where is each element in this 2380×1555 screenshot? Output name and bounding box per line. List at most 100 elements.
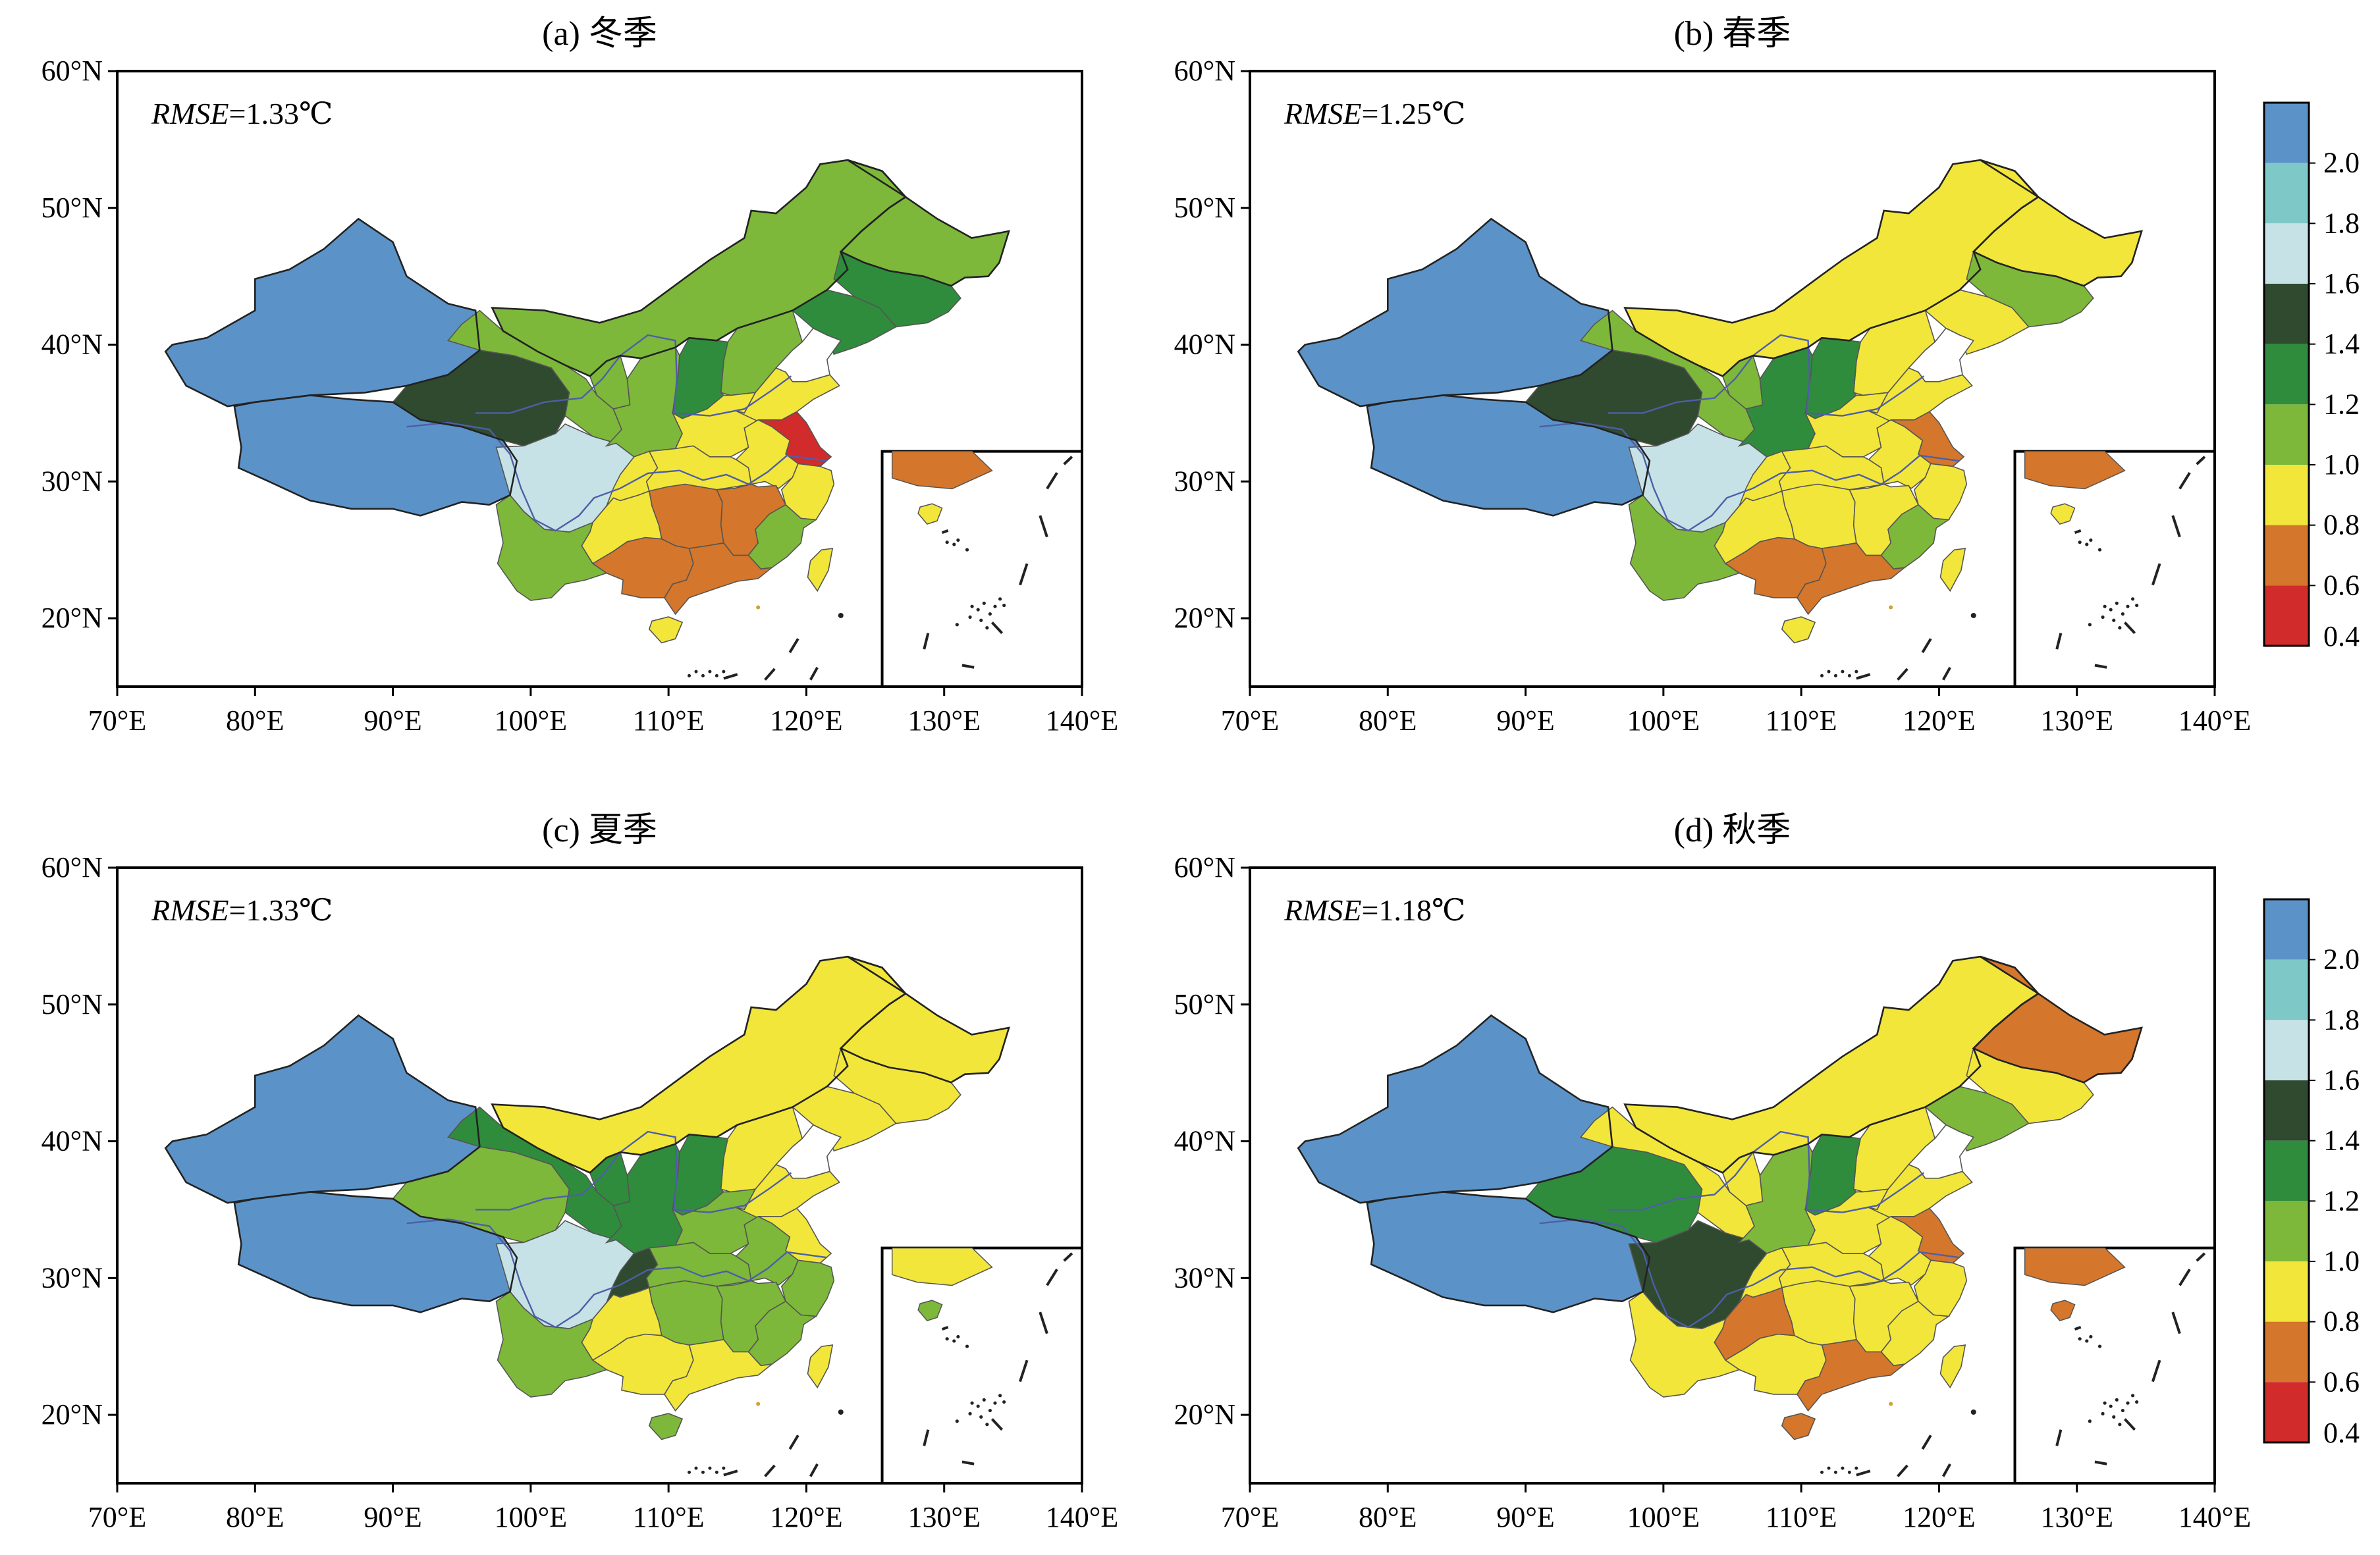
region-yunnan — [495, 494, 608, 601]
inset-island-dot — [2109, 1404, 2113, 1408]
region-hainan — [1781, 616, 1816, 644]
inset-mainland — [891, 1247, 993, 1286]
map-panel-b: 20°N 30°N 40°N 50°N 60°N 70°E 80°E 90°E 100°E 110… — [1174, 15, 2252, 737]
inset-island-dot — [970, 604, 974, 608]
colorbar-label: 0.6 — [2323, 1365, 2360, 1398]
inset-dash — [2151, 1359, 2161, 1383]
inset-dash — [1039, 1311, 1048, 1334]
inset-island-dot — [993, 1401, 997, 1405]
yangtze-river — [406, 421, 827, 532]
lat-tick-label: 40°N — [41, 329, 103, 361]
rmse-value: =1.18℃ — [1362, 893, 1466, 927]
region-hainan — [648, 616, 684, 644]
region-chongqing — [1739, 450, 1791, 507]
rmse-annotation: RMSE=1.33℃ — [151, 893, 333, 927]
island-dot — [756, 605, 761, 610]
inset-dash — [941, 529, 949, 534]
inset-south-china-sea — [880, 450, 1082, 687]
border-tibet — [233, 394, 518, 517]
inset-island-dot — [2115, 601, 2119, 605]
region-taiwan — [807, 1344, 834, 1389]
inset-island-dot — [2097, 1344, 2102, 1348]
maritime-dash — [1921, 1435, 1932, 1450]
island-dot — [715, 1470, 718, 1474]
inset-dash — [990, 1418, 1004, 1431]
lon-tick-label: 80°E — [226, 1501, 284, 1533]
inset-island-dot — [2118, 1423, 2122, 1427]
lon-tick-label: 100°E — [495, 704, 567, 737]
colorbar-label: 1.4 — [2323, 1124, 2360, 1157]
island-dot — [838, 1409, 844, 1415]
inset-dash — [961, 1460, 975, 1465]
inset-dash — [2055, 1429, 2063, 1446]
inset-hainan — [917, 1300, 943, 1321]
lat-tick-label: 30°N — [1174, 1261, 1235, 1294]
inset-dash — [1063, 1252, 1073, 1262]
inset-island-dot — [982, 1398, 986, 1402]
inset-mainland — [2024, 450, 2126, 490]
inset-dash — [2094, 664, 2107, 669]
lon-tick-label: 130°E — [907, 704, 980, 737]
map-frame — [116, 866, 1083, 1485]
inset-island-dot — [2089, 1334, 2093, 1339]
inset-island-dot — [2130, 1394, 2135, 1398]
inset-island-dot — [2078, 540, 2082, 544]
inset-island-dot — [965, 548, 969, 552]
maritime-dash — [788, 1435, 799, 1450]
yellow-river — [1608, 1130, 1925, 1213]
inset-island-dot — [956, 1334, 960, 1339]
inset-dash — [1039, 515, 1048, 538]
colorbar-swatch — [2264, 959, 2309, 1020]
inset-island-dot — [952, 1339, 956, 1343]
inset-dash — [2196, 1252, 2206, 1262]
inset-island-dot — [2121, 612, 2125, 616]
lon-tick-label: 100°E — [1627, 1501, 1700, 1533]
island-dot — [1841, 670, 1845, 673]
inset-island-dot — [2103, 1401, 2107, 1405]
colorbar-frame — [2263, 898, 2310, 1444]
rmse-value: =1.33℃ — [229, 893, 333, 927]
island-dot — [1854, 670, 1858, 673]
lat-tick-label: 60°N — [1174, 851, 1235, 883]
lat-tick-label: 50°N — [1174, 988, 1235, 1020]
inset-island-dot — [976, 608, 980, 612]
inset-island-dot — [2078, 1337, 2082, 1341]
map-frame — [116, 70, 1083, 688]
panel-title: (d) 秋季 — [1674, 812, 1791, 849]
island-dot — [694, 670, 698, 673]
map-body — [117, 868, 1082, 1483]
inset-island-dot — [1002, 603, 1006, 608]
rmse-value: =1.33℃ — [229, 97, 333, 130]
colorbar-label: 2.0 — [2323, 147, 2360, 179]
lon-tick-label: 120°E — [770, 1501, 842, 1533]
colorbar-label: 2.0 — [2323, 943, 2360, 976]
bohai-sea — [1908, 1124, 1974, 1179]
inset-island-dot — [2130, 597, 2135, 601]
map-body — [117, 71, 1082, 687]
bohai-sea — [775, 327, 842, 382]
border-tibet — [1366, 394, 1651, 517]
inset-island-dot — [1002, 1400, 1006, 1404]
panel-title: (b) 春季 — [1674, 15, 1791, 53]
inset-island-dot — [968, 615, 972, 619]
lon-tick-label: 120°E — [1903, 704, 1975, 737]
colorbar-swatch — [2264, 344, 2309, 405]
rmse-label: RMSE — [1284, 893, 1362, 927]
island-dot — [1970, 612, 1976, 618]
island-dot — [708, 670, 712, 673]
colorbar-frame — [2263, 101, 2310, 647]
inset-south-china-sea — [2013, 1246, 2215, 1483]
island-dot — [1827, 670, 1831, 673]
yangtze-river — [1539, 421, 1960, 532]
lon-tick-label: 110°E — [1766, 1501, 1837, 1533]
colorbar-label: 1.8 — [2323, 207, 2360, 239]
lat-tick-label: 40°N — [1174, 329, 1235, 361]
island-dot — [708, 1466, 712, 1470]
inset-hainan — [2050, 503, 2076, 525]
colorbar-label: 1.0 — [2323, 448, 2360, 481]
region-guizhou — [1714, 490, 1795, 565]
inset-dash — [2055, 633, 2063, 650]
inset-dash — [1063, 456, 1073, 465]
island-dot — [715, 673, 718, 677]
lon-tick-label: 70°E — [88, 1501, 146, 1533]
